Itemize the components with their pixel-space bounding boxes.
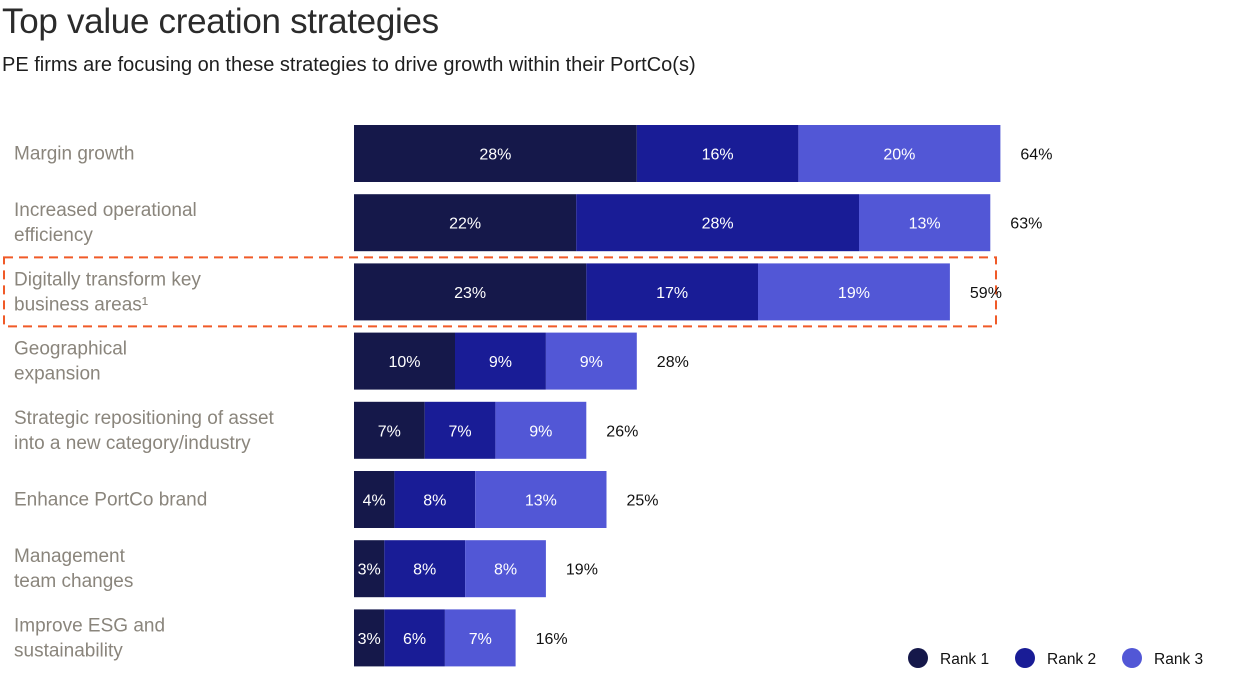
bar-segment-rank-1 xyxy=(354,401,425,459)
segment-value-label: 4% xyxy=(363,493,386,510)
total-value-label: 25% xyxy=(627,493,659,510)
category-label: Enhance PortCo brand xyxy=(14,490,207,511)
segment-value-label: 3% xyxy=(358,562,381,579)
segment-value-label: 28% xyxy=(702,216,734,233)
category-label: Increased operational efficiency xyxy=(14,200,197,246)
segment-value-label: 20% xyxy=(883,147,915,164)
total-value-label: 19% xyxy=(566,562,598,579)
bar-segment-rank-2 xyxy=(636,125,799,182)
legend-swatch-rank-1 xyxy=(908,648,928,668)
segment-value-label: 8% xyxy=(423,493,446,510)
bar-segment-rank-2 xyxy=(576,194,859,252)
bar-segment-rank-2 xyxy=(384,609,445,667)
highlight-box xyxy=(3,256,997,328)
bar-segment-rank-3 xyxy=(545,332,637,390)
segment-value-label: 16% xyxy=(702,147,734,164)
bar-segment-rank-1 xyxy=(354,125,637,182)
bar-segment-rank-2 xyxy=(424,401,496,459)
total-value-label: 28% xyxy=(657,354,689,371)
legend-label: Rank 2 xyxy=(1047,651,1096,668)
segment-value-label: 22% xyxy=(449,216,481,233)
bar-segment-rank-3 xyxy=(465,540,546,598)
bar-segment-rank-2 xyxy=(455,332,546,390)
legend-label: Rank 1 xyxy=(940,651,989,668)
category-label: Digitally transform key business areas¹ xyxy=(14,269,201,315)
legend-swatch-rank-2 xyxy=(1015,648,1035,668)
category-label: Improve ESG and sustainability xyxy=(14,615,165,661)
segment-value-label: 8% xyxy=(494,562,517,579)
segment-value-label: 9% xyxy=(529,423,552,440)
segment-value-label: 8% xyxy=(413,562,436,579)
bar-segment-rank-2 xyxy=(384,540,466,598)
segment-value-label: 28% xyxy=(479,147,511,164)
bar-segment-rank-3 xyxy=(758,263,950,321)
segment-value-label: 13% xyxy=(525,493,557,510)
segment-value-label: 13% xyxy=(909,216,941,233)
bar-segment-rank-3 xyxy=(444,609,516,667)
segment-value-label: 9% xyxy=(580,354,603,371)
segment-value-label: 23% xyxy=(454,285,486,302)
chart-title: Top value creation strategies xyxy=(2,2,439,41)
bar-segment-rank-1 xyxy=(354,263,587,321)
segment-value-label: 17% xyxy=(656,285,688,302)
segment-value-label: 10% xyxy=(388,354,420,371)
bar-segment-rank-2 xyxy=(394,471,476,528)
chart-subtitle: PE firms are focusing on these strategie… xyxy=(2,54,696,76)
category-label: Geographical expansion xyxy=(14,339,127,385)
category-label: Management team changes xyxy=(14,546,133,592)
segment-value-label: 7% xyxy=(448,423,471,440)
total-value-label: 63% xyxy=(1010,216,1042,233)
bar-segment-rank-3 xyxy=(475,471,607,528)
category-label: Strategic repositioning of asset into a n… xyxy=(14,408,275,454)
segment-value-label: 7% xyxy=(378,423,401,440)
legend-swatch-rank-3 xyxy=(1122,648,1142,668)
bar-segment-rank-1 xyxy=(354,194,577,252)
segment-value-label: 3% xyxy=(358,631,381,648)
bar-segment-rank-1 xyxy=(354,332,455,390)
bar-segment-rank-3 xyxy=(798,125,1001,182)
bar-segment-rank-1 xyxy=(354,609,385,667)
total-value-label: 16% xyxy=(536,631,568,648)
segment-value-label: 19% xyxy=(838,285,870,302)
segment-value-label: 9% xyxy=(489,354,512,371)
category-label: Margin growth xyxy=(14,144,134,165)
total-value-label: 59% xyxy=(970,285,1002,302)
total-value-label: 64% xyxy=(1020,147,1052,164)
bar-segment-rank-1 xyxy=(354,540,385,598)
legend-label: Rank 3 xyxy=(1154,651,1203,668)
segment-value-label: 6% xyxy=(403,631,426,648)
segment-value-label: 7% xyxy=(469,631,492,648)
bar-segment-rank-1 xyxy=(354,471,395,528)
total-value-label: 26% xyxy=(606,423,638,440)
bar-segment-rank-3 xyxy=(495,401,587,459)
bar-segment-rank-2 xyxy=(586,263,758,321)
bar-segment-rank-3 xyxy=(859,194,991,252)
